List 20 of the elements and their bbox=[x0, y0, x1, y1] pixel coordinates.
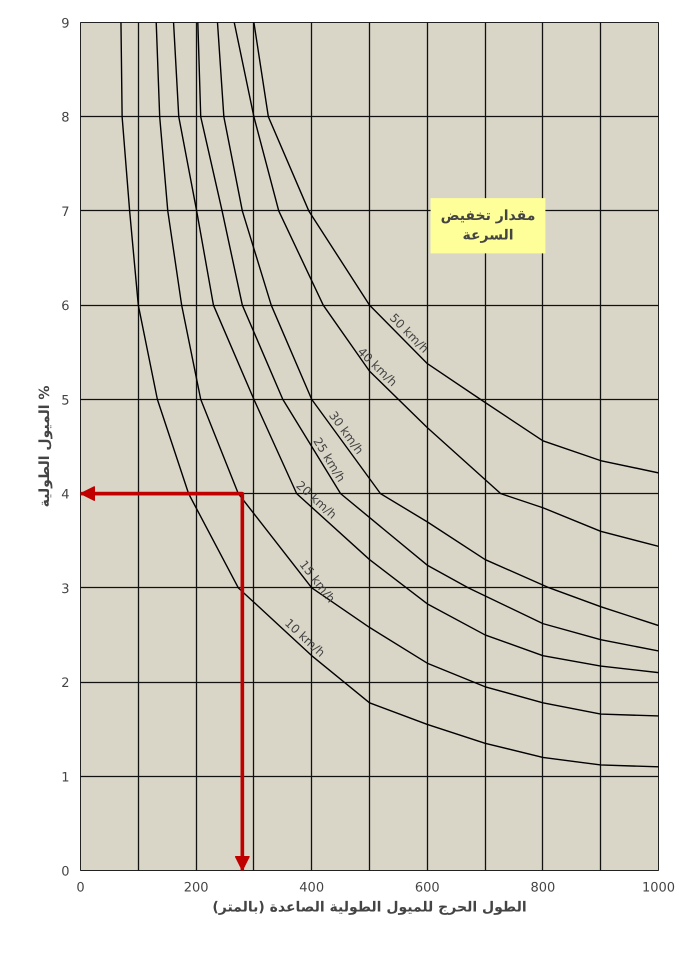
x-tick-label: 1000 bbox=[642, 880, 676, 896]
x-tick-label: 800 bbox=[530, 880, 556, 896]
line-series bbox=[234, 22, 658, 548]
y-tick-label: 2 bbox=[61, 676, 70, 692]
x-tick-label: 600 bbox=[414, 880, 440, 896]
y-tick-label: 0 bbox=[61, 864, 70, 880]
x-axis-title: الطول الحرج للميول الطولية الصاعدة (بالمتر) bbox=[212, 900, 527, 916]
x-tick-label: 200 bbox=[184, 880, 209, 896]
y-tick-label: 9 bbox=[61, 16, 70, 32]
annotation: مقدار تخفيض السرعة bbox=[440, 208, 536, 244]
y-axis-title: الميول الطولية % bbox=[37, 386, 54, 508]
y-tick-label: 7 bbox=[61, 204, 70, 220]
y-tick-label: 8 bbox=[61, 110, 70, 126]
x-tick-label: 400 bbox=[299, 880, 324, 896]
y-tick-label: 5 bbox=[61, 393, 70, 408]
x-tick-label: 0 bbox=[76, 880, 85, 896]
y-tick-label: 6 bbox=[61, 299, 70, 314]
y-tick-label: 1 bbox=[61, 770, 70, 786]
y-tick-label: 4 bbox=[61, 488, 70, 503]
y-tick-label: 3 bbox=[61, 582, 70, 597]
